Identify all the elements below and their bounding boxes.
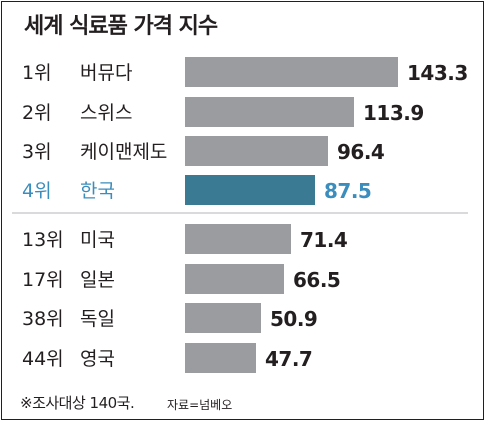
footnote: ※조사대상 140국. [20, 394, 135, 412]
category-label: 한국 [80, 180, 115, 202]
value-label: 66.5 [293, 268, 340, 292]
rank-label: 2위 [22, 102, 52, 124]
bar [185, 97, 354, 127]
value-label: 143.3 [407, 61, 468, 85]
bar [185, 264, 284, 294]
category-label: 독일 [80, 308, 115, 330]
category-label: 영국 [80, 348, 115, 370]
rank-label: 17위 [22, 269, 64, 291]
bar [185, 303, 261, 333]
rank-label: 3위 [22, 141, 52, 163]
value-label: 47.7 [265, 347, 312, 371]
bar [185, 224, 291, 254]
bar [185, 136, 328, 166]
bar [185, 343, 256, 373]
rank-label: 44위 [22, 348, 64, 370]
chart-title: 세계 식료품 가격 지수 [24, 14, 218, 39]
bar [185, 175, 315, 205]
category-label: 일본 [80, 269, 115, 291]
category-label: 미국 [80, 229, 115, 251]
rank-label: 1위 [22, 62, 52, 84]
rank-label: 13위 [22, 229, 64, 251]
value-label: 113.9 [363, 101, 424, 125]
value-label: 50.9 [270, 307, 317, 331]
category-label: 스위스 [80, 102, 132, 124]
value-label: 96.4 [337, 140, 384, 164]
rank-label: 38위 [22, 308, 64, 330]
value-label: 71.4 [300, 228, 347, 252]
bar [185, 57, 398, 87]
value-label: 87.5 [324, 179, 371, 203]
category-label: 케이맨제도 [80, 141, 167, 163]
category-label: 버뮤다 [80, 62, 132, 84]
source-credit: 자료=넘베오 [167, 398, 233, 412]
rank-label: 4위 [22, 180, 52, 202]
